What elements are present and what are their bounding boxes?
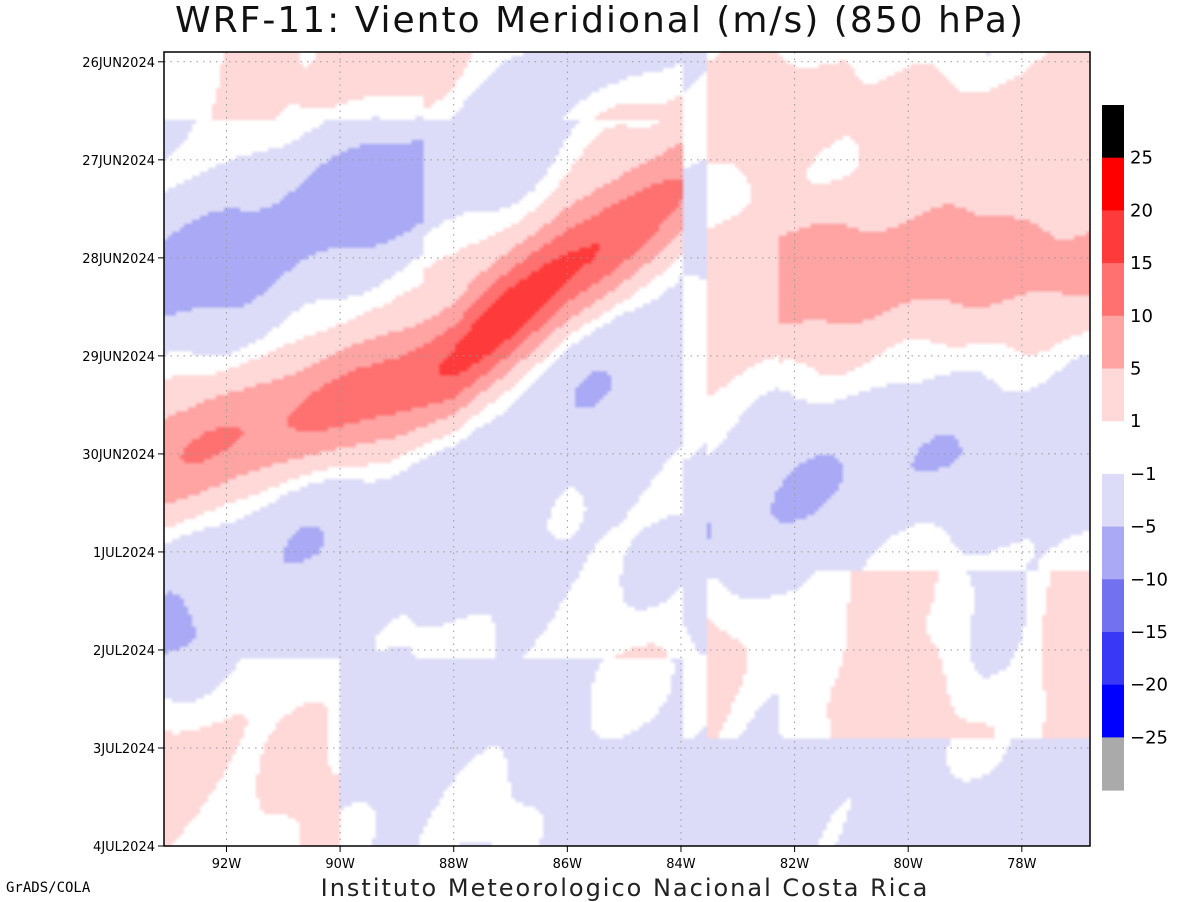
- heatmap-field: [164, 52, 1090, 846]
- colorbar-swatch: [1102, 684, 1124, 738]
- colorbar-label: 20: [1130, 200, 1153, 221]
- colorbar: 25 20 15 10 5 1 −1 −5 −10 −15 −20 −25: [1102, 105, 1168, 791]
- y-tick-label: 29JUN2024: [82, 350, 155, 365]
- y-axis: 26JUN2024 27JUN2024 28JUN2024 29JUN2024 30JU…: [82, 56, 164, 855]
- colorbar-label: −5: [1130, 517, 1157, 538]
- colorbar-label: 5: [1130, 359, 1141, 380]
- y-tick-label: 2JUL2024: [93, 644, 155, 659]
- heatmap-image: [164, 52, 1090, 846]
- colorbar-label: 15: [1130, 253, 1153, 274]
- x-axis: 92W 90W 88W 86W 84W 82W 80W 78W: [212, 846, 1037, 872]
- grid-lines: [164, 52, 1090, 846]
- colorbar-label: −15: [1130, 622, 1168, 643]
- plot-frame: [163, 51, 1091, 847]
- colorbar-label: −10: [1130, 569, 1168, 590]
- colorbar-label: 1: [1130, 411, 1141, 432]
- colorbar-swatch: [1102, 526, 1124, 580]
- y-tick-label: 30JUN2024: [82, 448, 155, 463]
- x-tick-label: 88W: [439, 857, 469, 872]
- colorbar-label: 10: [1130, 306, 1153, 327]
- colorbar-swatch: [1102, 473, 1124, 528]
- colorbar-label: 25: [1130, 148, 1153, 169]
- colorbar-swatch: [1102, 315, 1124, 369]
- y-tick-label: 26JUN2024: [82, 56, 155, 71]
- footer-label: Instituto Meteorologico Nacional Costa R…: [320, 874, 930, 902]
- x-tick-label: 92W: [212, 857, 242, 872]
- colorbar-label: −1: [1130, 464, 1157, 485]
- y-tick-label: 27JUN2024: [82, 154, 155, 169]
- colorbar-swatch: [1102, 263, 1124, 317]
- colorbar-swatch: [1102, 105, 1124, 159]
- x-tick-label: 82W: [780, 857, 810, 872]
- x-tick-label: 86W: [553, 857, 583, 872]
- colorbar-swatch: [1102, 579, 1124, 633]
- x-tick-label: 90W: [325, 857, 355, 872]
- colorbar-label: −25: [1130, 727, 1168, 748]
- colorbar-swatch: [1102, 368, 1124, 422]
- y-tick-label: 1JUL2024: [93, 546, 155, 561]
- y-tick-label: 4JUL2024: [93, 840, 155, 855]
- colorbar-label: −20: [1130, 675, 1168, 696]
- colorbar-swatch: [1102, 157, 1124, 211]
- colorbar-swatch: [1102, 737, 1124, 791]
- x-tick-label: 84W: [666, 857, 696, 872]
- x-tick-label: 80W: [894, 857, 924, 872]
- chart-title: WRF-11: Viento Meridional (m/s) (850 hPa…: [175, 0, 1025, 41]
- y-tick-label: 28JUN2024: [82, 252, 155, 267]
- colorbar-swatch: [1102, 210, 1124, 264]
- credit-label: GrADS/COLA: [6, 880, 91, 896]
- colorbar-swatch: [1102, 632, 1124, 686]
- x-tick-label: 78W: [1007, 857, 1037, 872]
- colorbar-swatch: [1102, 421, 1124, 475]
- y-tick-label: 3JUL2024: [93, 742, 155, 757]
